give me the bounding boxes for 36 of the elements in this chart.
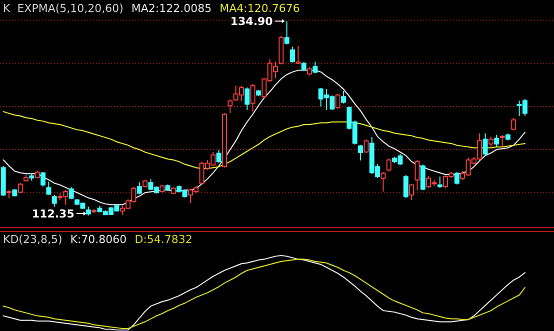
candlestick <box>296 45 301 64</box>
text: D:54.7832 <box>134 233 192 246</box>
candlestick <box>409 183 414 200</box>
candlestick <box>250 83 256 112</box>
candlestick <box>216 149 222 164</box>
candlestick <box>312 61 318 74</box>
candlestick <box>52 194 57 208</box>
text: MA2:122.0085 <box>131 2 212 15</box>
candlestick <box>40 171 46 188</box>
candlestick <box>454 171 460 185</box>
candlestick <box>244 86 250 110</box>
candlestick <box>46 181 52 196</box>
candlestick <box>494 134 500 148</box>
text: MA4:120.7676 <box>220 2 300 15</box>
candlestick <box>358 144 364 161</box>
candlestick <box>482 132 488 156</box>
candlestick <box>403 174 408 198</box>
candlestick <box>386 158 392 172</box>
candlestick <box>420 164 426 190</box>
candlestick <box>335 93 340 110</box>
text: K:70.8060 <box>70 233 127 246</box>
candlestick <box>364 138 369 154</box>
candlestick <box>437 176 442 188</box>
candlestick <box>18 182 23 194</box>
candlestick <box>228 98 233 114</box>
candlestick <box>500 134 505 148</box>
annotation: 112.35 <box>32 208 74 220</box>
chart-title: K EXPMA(5,10,20,60) <box>3 2 124 15</box>
chart-title: KD(23,8,5) <box>3 233 62 246</box>
candlestick <box>488 136 494 148</box>
annotation: 134.90 <box>230 15 274 28</box>
candlestick <box>341 90 346 104</box>
candlestick <box>414 159 420 190</box>
candlestick <box>380 171 386 192</box>
candlestick <box>511 117 516 130</box>
candlestick <box>290 46 295 63</box>
